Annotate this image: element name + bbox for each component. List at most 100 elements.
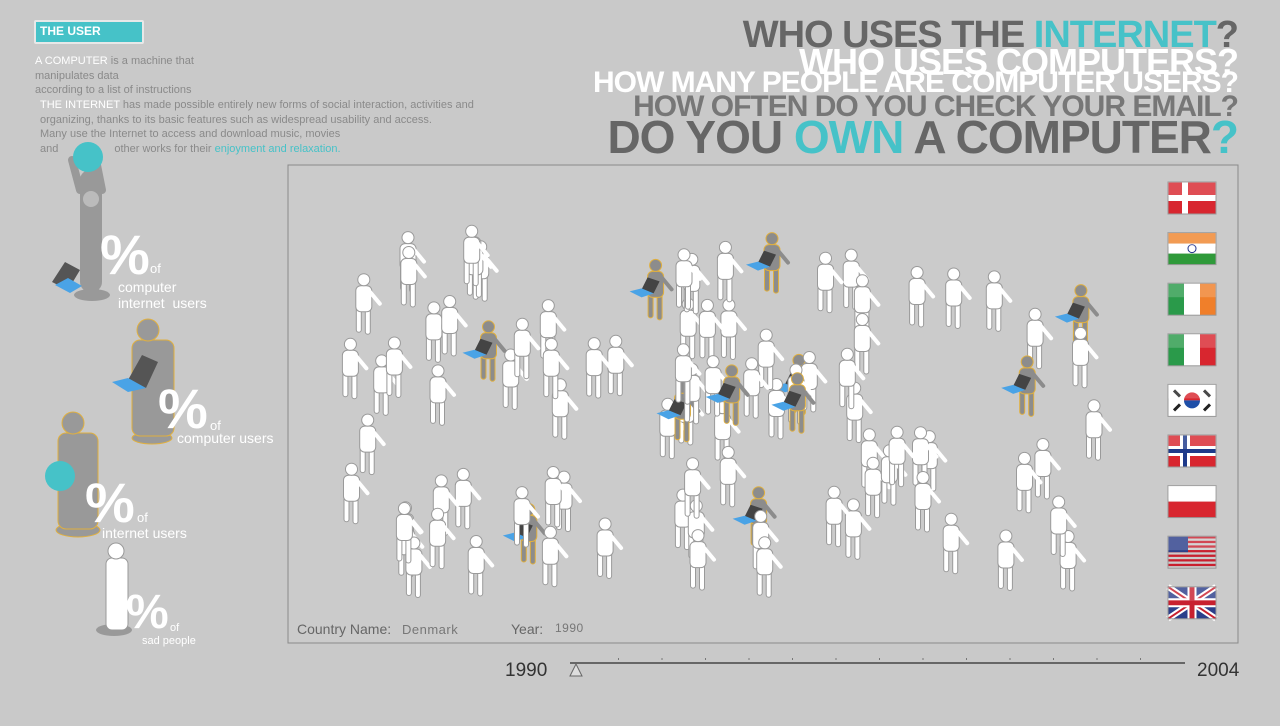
text: according to a list of instructions bbox=[35, 84, 192, 96]
body bbox=[675, 260, 693, 288]
taeguk-top bbox=[1184, 392, 1200, 401]
laptop-screen bbox=[783, 390, 802, 407]
head bbox=[587, 337, 601, 351]
body bbox=[343, 474, 360, 502]
person bbox=[544, 466, 572, 528]
crowd bbox=[341, 224, 1112, 598]
of: of bbox=[150, 261, 161, 276]
body bbox=[825, 497, 843, 525]
arm bbox=[555, 354, 570, 371]
computer-user bbox=[705, 364, 750, 426]
head bbox=[1074, 284, 1088, 298]
head bbox=[387, 336, 401, 350]
person bbox=[757, 328, 785, 391]
body bbox=[997, 541, 1015, 569]
flag-gloss bbox=[1168, 586, 1216, 601]
body bbox=[596, 529, 614, 557]
head bbox=[434, 474, 448, 488]
flag-button[interactable] bbox=[1166, 584, 1218, 622]
slider-start: 1990 bbox=[505, 660, 548, 681]
flag-button[interactable] bbox=[1167, 232, 1217, 266]
head bbox=[397, 502, 411, 515]
head bbox=[343, 337, 357, 351]
body bbox=[853, 325, 871, 352]
person bbox=[914, 471, 941, 533]
laptop-screen bbox=[474, 338, 493, 355]
head bbox=[827, 485, 841, 499]
stripe bbox=[1168, 554, 1216, 557]
stripe bbox=[1168, 243, 1216, 254]
body bbox=[355, 285, 373, 313]
body bbox=[1026, 319, 1044, 347]
flag-button[interactable] bbox=[1167, 434, 1217, 468]
arm bbox=[492, 336, 507, 353]
body bbox=[441, 307, 459, 334]
year-label: Year: bbox=[511, 621, 544, 637]
laptop-screen bbox=[641, 277, 660, 294]
stripe bbox=[1168, 545, 1216, 548]
body bbox=[756, 548, 774, 576]
person bbox=[838, 347, 866, 410]
person bbox=[585, 337, 613, 399]
laptop-screen bbox=[668, 399, 687, 416]
year-value: 1990 bbox=[555, 621, 584, 635]
flag-button[interactable] bbox=[1167, 383, 1217, 417]
body bbox=[719, 457, 737, 485]
term: A COMPUTER bbox=[35, 55, 108, 67]
stripe bbox=[1200, 333, 1216, 366]
flag-gloss bbox=[1168, 384, 1216, 399]
head bbox=[819, 251, 832, 265]
laptop-base bbox=[1001, 384, 1026, 394]
person bbox=[864, 456, 892, 519]
slider-end: 2004 bbox=[1197, 660, 1240, 681]
slider-handle[interactable] bbox=[569, 662, 583, 677]
head bbox=[515, 317, 529, 331]
head bbox=[676, 343, 690, 357]
arm bbox=[726, 417, 741, 434]
head bbox=[914, 426, 927, 440]
arm bbox=[355, 479, 370, 496]
flag-gloss bbox=[1168, 182, 1216, 196]
head bbox=[357, 273, 371, 287]
person bbox=[596, 517, 624, 579]
person bbox=[844, 498, 872, 560]
laptop-base bbox=[746, 261, 770, 271]
head bbox=[431, 507, 445, 521]
arm bbox=[441, 524, 456, 541]
head bbox=[700, 298, 714, 312]
person bbox=[395, 502, 423, 564]
arm bbox=[619, 351, 634, 368]
flag-button[interactable] bbox=[1167, 333, 1217, 367]
text: is a machine that bbox=[110, 55, 194, 67]
text: has made possible entirely new forms of … bbox=[122, 99, 474, 111]
slider[interactable] bbox=[569, 658, 1185, 677]
head bbox=[999, 529, 1013, 543]
percent: % bbox=[126, 586, 169, 639]
arm bbox=[776, 248, 790, 265]
legend-label: computer users bbox=[177, 430, 274, 446]
head bbox=[721, 445, 735, 459]
arm bbox=[475, 241, 490, 258]
headline: WHO USES COMPUTERS? bbox=[798, 41, 1239, 82]
person bbox=[343, 462, 370, 525]
flag-border bbox=[1167, 282, 1217, 316]
arm bbox=[354, 354, 369, 371]
arm bbox=[1046, 454, 1061, 471]
percent: % bbox=[100, 223, 150, 286]
arm bbox=[1028, 468, 1043, 485]
person bbox=[463, 224, 490, 287]
head bbox=[855, 274, 869, 288]
body bbox=[541, 537, 559, 565]
head bbox=[541, 299, 555, 313]
section-badge: THE USER bbox=[34, 20, 144, 44]
text: computer bbox=[118, 279, 177, 295]
text: and bbox=[40, 142, 59, 155]
flag-button[interactable] bbox=[1167, 282, 1217, 316]
flag-border bbox=[1167, 383, 1217, 417]
flag-button[interactable] bbox=[1167, 535, 1217, 569]
body bbox=[513, 329, 531, 357]
flag-button[interactable] bbox=[1167, 181, 1217, 215]
flag-button[interactable] bbox=[1167, 485, 1217, 519]
text: A COMPUTER bbox=[903, 111, 1212, 163]
head bbox=[345, 462, 358, 476]
